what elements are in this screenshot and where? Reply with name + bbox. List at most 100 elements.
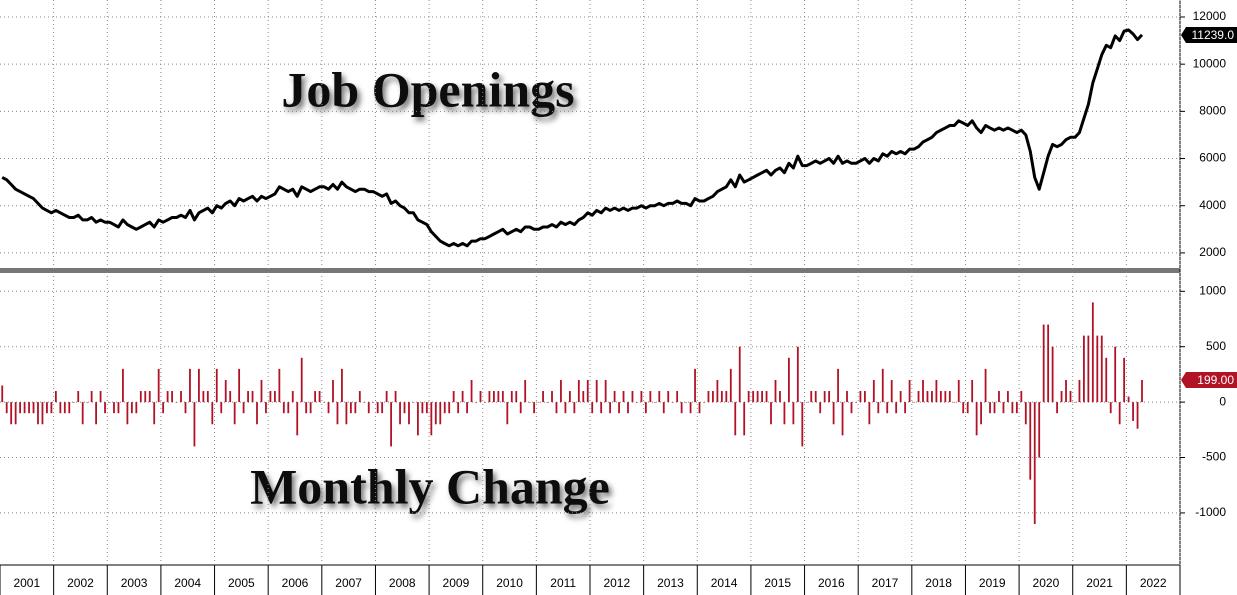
bar [962,402,965,414]
bar [501,391,504,403]
bar [510,391,513,403]
bar [86,402,89,403]
bar [282,402,285,414]
bar [1123,357,1126,403]
last-value-label: 199.00 [1197,373,1234,387]
bar [984,368,987,403]
bar [211,402,214,425]
bar [68,402,71,414]
bar [868,402,871,425]
bar [774,379,777,403]
x-tick-label: 2018 [925,576,952,590]
bar [466,402,468,414]
bar [801,402,804,447]
bar [734,402,737,436]
chart-title: Monthly Change [250,458,610,514]
panel-separator [0,268,1180,273]
bar [890,379,893,403]
bar [600,402,603,414]
y-tick-label: 10000 [1193,56,1227,70]
x-tick-label: 2008 [389,576,416,590]
bar [993,402,996,414]
x-tick-label: 2004 [174,576,201,590]
bar [5,402,8,414]
x-tick-label: 2005 [228,576,255,590]
bar [153,402,156,425]
x-tick-label: 2001 [13,576,40,590]
bar [1127,396,1130,403]
bar [220,402,223,414]
x-tick-label: 2021 [1086,576,1113,590]
bar [577,379,580,403]
bar [354,402,357,414]
bar [756,391,759,403]
bar [555,402,558,414]
bar [1015,402,1018,414]
bar [287,402,290,414]
bar [944,391,947,403]
bar [752,391,755,403]
bar [439,402,442,425]
bar [725,391,728,403]
bar [586,379,589,403]
bar [394,391,397,403]
bar [810,391,813,403]
bar [412,402,415,403]
bar [434,402,437,425]
bar [957,379,960,403]
bar [99,391,102,403]
y-tick-label: -500 [1202,450,1226,464]
bar [1078,379,1081,403]
bar [180,391,182,403]
bar [506,402,509,425]
bar [591,402,594,414]
bar [796,346,799,403]
y-tick-label: 8000 [1199,104,1226,118]
bar [533,402,536,414]
bar [19,402,22,414]
bar [381,402,384,414]
x-tick-label: 2002 [67,576,94,590]
bar [935,379,938,403]
x-tick-label: 2014 [711,576,738,590]
y-tick-label: 2000 [1199,245,1226,259]
bar [895,402,898,414]
bar [461,391,464,403]
bar [636,402,638,403]
bar [1047,324,1050,403]
bar [720,391,723,403]
bar [971,379,974,403]
bar [1002,402,1005,414]
bar [247,391,249,403]
y-tick-label: 12000 [1193,9,1227,23]
bar [171,391,173,403]
bar [1065,379,1067,403]
bar [238,368,241,403]
bar [95,402,97,425]
bar [980,402,982,425]
x-tick-label: 2007 [335,576,362,590]
bar [430,402,433,436]
bar [448,402,451,414]
last-value-tag [1181,372,1237,389]
bar [855,402,857,403]
x-tick-label: 2012 [603,576,630,590]
bar [224,379,227,403]
bar [117,402,120,414]
bar [1051,346,1054,403]
bar [564,402,567,414]
bar [349,402,352,414]
y-tick-label: 500 [1206,339,1226,353]
bar [1105,357,1108,403]
bar [314,391,317,403]
bar [323,402,325,403]
bar [1136,402,1139,429]
x-tick-label: 2006 [282,576,309,590]
bar [823,391,826,403]
bar [658,391,661,403]
bar [685,402,687,403]
x-tick-label: 2009 [443,576,470,590]
bar [640,391,643,403]
bar [662,402,665,414]
